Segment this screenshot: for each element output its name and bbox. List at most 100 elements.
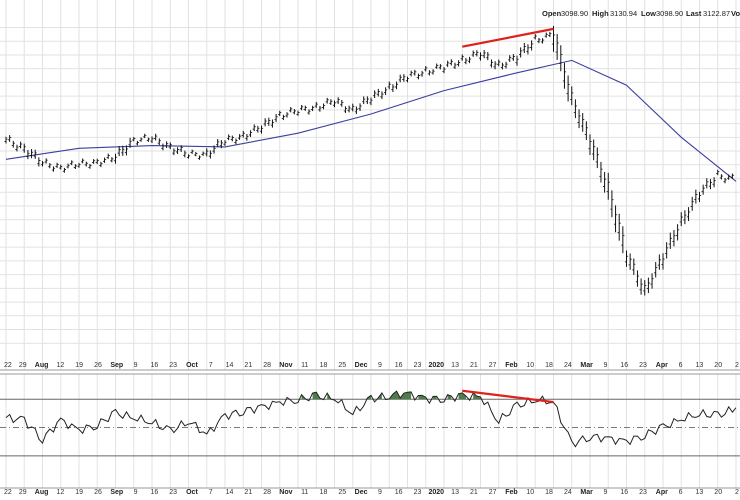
oscillator-axis-tick-label: Aug	[35, 489, 49, 496]
price-axis-tick-label: Dec	[355, 362, 368, 369]
price-axis-tick-label: 9	[378, 362, 382, 369]
oscillator-axis-tick-label: Feb	[505, 489, 517, 496]
oscillator-axis-tick-label: 27	[489, 489, 497, 496]
time-gridlines	[0, 0, 740, 489]
price-axis-tick-label: 28	[263, 362, 271, 369]
price-axis-tick-label: 12	[56, 362, 64, 369]
oscillator-axis-tick-label: 11	[301, 489, 308, 496]
oscillator-gridlines	[0, 398, 740, 457]
price-axis-tick-label: 21	[470, 362, 478, 369]
price-axis-tick-label: 22	[4, 362, 12, 369]
price-panel	[0, 0, 740, 489]
oscillator-axis-tick-label: 23	[169, 489, 177, 496]
oscillator-axis-tick-label: 12	[56, 489, 64, 496]
price-axis-tick-label: 25	[338, 362, 346, 369]
oscillator-axis-tick-label: 10	[526, 489, 534, 496]
moving-average-line	[5, 59, 737, 182]
price-axis-tick-label: Aug	[35, 362, 49, 369]
oscillator-axis-tick-label: 16	[620, 489, 628, 496]
price-axis-tick-label: Nov	[279, 362, 292, 369]
oscillator-axis-tick-label: 9	[378, 489, 382, 496]
price-axis-tick-label: 23	[169, 362, 177, 369]
oscillator-axis-tick-label: 6	[679, 489, 683, 496]
oscillator-panel	[0, 389, 740, 457]
oscillator-axis-tick-label: 24	[564, 489, 572, 496]
oscillator-axis-tick-label: 26	[94, 489, 102, 496]
ohlc-readout: Open 3098.90 High 3130.94 Low 3098.90 La…	[542, 9, 740, 18]
volume-label: Volu	[731, 9, 740, 18]
oscillator-axis-tick-label: 18	[320, 489, 328, 496]
oscillator-axis-tick-label: 2020	[428, 489, 444, 496]
price-axis-tick-label: 24	[564, 362, 572, 369]
oscillator-axis-tick-label: Oct	[186, 489, 198, 496]
oscillator-axis-tick-label: 25	[338, 489, 346, 496]
oscillator-axis-tick-label: 16	[395, 489, 403, 496]
oscillator-trendline	[462, 389, 554, 404]
price-axis-tick-label: 9	[134, 362, 138, 369]
price-axis-tick-label: Apr	[656, 362, 668, 369]
last-value: 3122.87	[703, 9, 730, 18]
price-axis-tick-label: 10	[526, 362, 534, 369]
price-axis-tick-label: 18	[320, 362, 328, 369]
oscillator-axis-tick-label: 19	[75, 489, 83, 496]
price-axis-tick-label: Feb	[505, 362, 517, 369]
open-value: 3098.90	[561, 9, 588, 18]
price-bars	[4, 25, 734, 296]
oscillator-axis-tick-label: 2	[735, 489, 739, 496]
oscillator-x-axis: 22 29 Aug 12 19 26 Sep 9 16 23 Oct 7 14 21 28 Nov 11 18 25…	[4, 489, 739, 496]
price-axis-tick-label: 16	[395, 362, 403, 369]
oscillator-axis-tick-label: 29	[19, 489, 27, 496]
price-axis-tick-label: 26	[94, 362, 102, 369]
oscillator-axis-tick-label: 7	[209, 489, 213, 496]
price-axis-tick-label: 13	[451, 362, 459, 369]
price-trendline	[462, 27, 554, 48]
oscillator-axis-tick-label: 9	[603, 489, 607, 496]
oscillator-axis-tick-label: 23	[639, 489, 647, 496]
price-x-axis: 22 29 Aug 12 19 26 Sep 9 16 23 Oct 7 14 21 28 Nov 11 18 25…	[4, 362, 739, 369]
oscillator-axis-tick-label: Sep	[110, 489, 123, 496]
price-axis-tick-label: 16	[150, 362, 158, 369]
oscillator-axis-tick-label: 21	[244, 489, 252, 496]
price-axis-tick-label: 11	[301, 362, 308, 369]
price-axis-tick-label: 7	[209, 362, 213, 369]
oscillator-axis-tick-label: Apr	[656, 489, 668, 496]
oscillator-axis-tick-label: 21	[470, 489, 478, 496]
oscillator-axis-tick-label: 13	[696, 489, 704, 496]
oscillator-axis-tick-label: 28	[263, 489, 271, 496]
oscillator-axis-tick-label: 18	[545, 489, 553, 496]
price-axis-tick-label: 27	[489, 362, 497, 369]
price-axis-tick-label: 2020	[428, 362, 444, 369]
price-axis-tick-label: 13	[696, 362, 704, 369]
oscillator-axis-tick-label: 22	[4, 489, 12, 496]
low-value: 3098.90	[656, 9, 683, 18]
oscillator-axis-tick-label: Mar	[580, 489, 593, 496]
oscillator-axis-tick-label: 14	[226, 489, 234, 496]
price-axis-tick-label: 20	[714, 362, 722, 369]
last-label: Last	[686, 9, 702, 18]
low-label: Low	[641, 9, 656, 18]
price-axis-tick-label: 19	[75, 362, 83, 369]
oscillator-axis-tick-label: 13	[451, 489, 459, 496]
price-axis-tick-label: Oct	[186, 362, 198, 369]
open-label: Open	[542, 9, 562, 18]
price-axis-tick-label: Mar	[580, 362, 593, 369]
price-axis-tick-label: 23	[639, 362, 647, 369]
price-axis-tick-label: 18	[545, 362, 553, 369]
price-gridlines	[0, 26, 740, 344]
oscillator-axis-tick-label: Nov	[279, 489, 292, 496]
oscillator-axis-tick-label: Dec	[355, 489, 368, 496]
oscillator-axis-tick-label: 20	[714, 489, 722, 496]
overbought-fill	[433, 396, 437, 400]
price-axis-tick-label: 14	[226, 362, 234, 369]
price-axis-tick-label: 16	[620, 362, 628, 369]
high-label: High	[592, 9, 609, 18]
oscillator-line	[5, 390, 737, 448]
price-axis-tick-label: 2	[735, 362, 739, 369]
high-value: 3130.94	[610, 9, 637, 18]
overbought-fill	[418, 395, 426, 400]
overbought-fill	[312, 392, 320, 400]
oscillator-axis-tick-label: 16	[150, 489, 158, 496]
price-axis-tick-label: 21	[244, 362, 252, 369]
price-axis-tick-label: 29	[19, 362, 27, 369]
